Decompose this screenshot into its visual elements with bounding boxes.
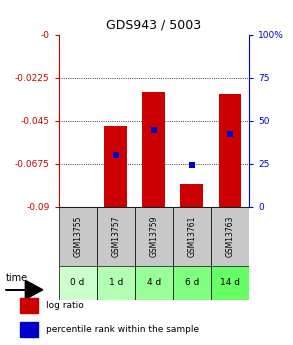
Bar: [59, 266, 97, 300]
Title: GDS943 / 5003: GDS943 / 5003: [106, 19, 201, 32]
Bar: [142, 92, 165, 207]
Text: GSM13757: GSM13757: [111, 216, 120, 257]
Text: 14 d: 14 d: [220, 278, 240, 287]
Text: GSM13761: GSM13761: [188, 216, 196, 257]
Text: 0 d: 0 d: [70, 278, 85, 287]
Text: 6 d: 6 d: [185, 278, 199, 287]
Bar: [135, 266, 173, 300]
Bar: [180, 184, 203, 207]
Bar: [173, 266, 211, 300]
Bar: [20, 322, 38, 337]
Text: percentile rank within the sample: percentile rank within the sample: [46, 325, 200, 334]
Text: GSM13755: GSM13755: [73, 216, 82, 257]
Bar: [104, 127, 127, 207]
Bar: [211, 266, 249, 300]
Text: GSM13759: GSM13759: [149, 216, 158, 257]
FancyArrow shape: [6, 280, 43, 299]
Bar: [20, 298, 38, 313]
Bar: [173, 207, 211, 266]
Bar: [135, 207, 173, 266]
Text: time: time: [6, 273, 28, 283]
Bar: [219, 94, 241, 207]
Bar: [97, 207, 135, 266]
Bar: [59, 207, 97, 266]
Bar: [97, 266, 135, 300]
Text: GSM13763: GSM13763: [226, 216, 234, 257]
Bar: [211, 207, 249, 266]
Text: log ratio: log ratio: [46, 301, 84, 310]
Text: 1 d: 1 d: [108, 278, 123, 287]
Text: 4 d: 4 d: [147, 278, 161, 287]
